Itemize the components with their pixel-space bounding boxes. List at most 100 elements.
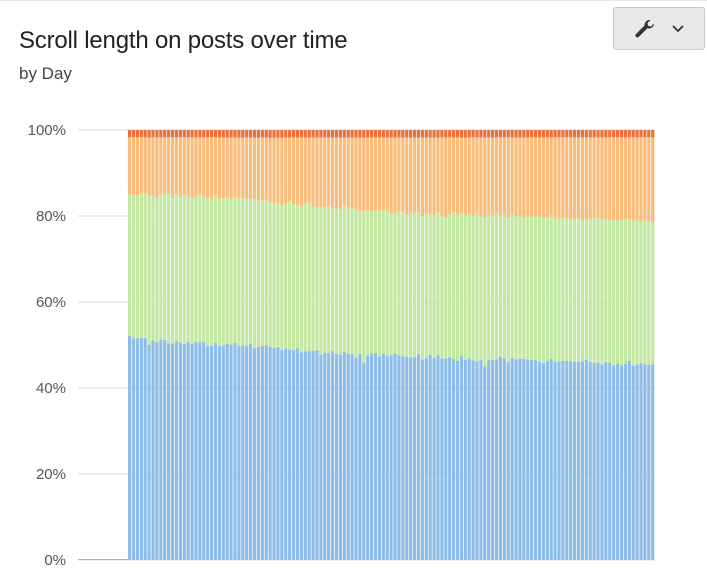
bar-segment[interactable] [397,130,401,138]
bar-segment[interactable] [432,357,436,560]
bar-segment[interactable] [432,130,436,138]
bar-segment[interactable] [178,342,182,560]
bar-segment[interactable] [186,197,190,342]
bar-segment[interactable] [147,130,151,138]
bar-segment[interactable] [455,137,460,215]
bar-segment[interactable] [334,208,339,354]
bar-segment[interactable] [502,137,506,215]
bar-segment[interactable] [608,137,612,221]
bar-segment[interactable] [174,194,179,342]
bar-segment[interactable] [557,218,561,362]
bar-segment[interactable] [209,130,214,138]
bar-segment[interactable] [272,202,276,348]
bar-segment[interactable] [565,137,569,219]
bar-segment[interactable] [159,194,163,340]
bar-segment[interactable] [432,137,436,216]
bar-segment[interactable] [518,130,522,138]
bar-segment[interactable] [412,212,417,358]
bar-segment[interactable] [557,361,561,560]
bar-segment[interactable] [198,342,202,560]
bar-segment[interactable] [358,137,362,212]
bar-segment[interactable] [128,137,132,195]
bar-segment[interactable] [588,219,592,362]
bar-segment[interactable] [502,214,506,359]
bar-segment[interactable] [323,137,327,208]
bar-segment[interactable] [393,130,397,138]
bar-segment[interactable] [619,130,624,138]
bar-segment[interactable] [143,130,147,138]
bar-segment[interactable] [381,209,385,354]
bar-segment[interactable] [389,137,393,214]
bar-segment[interactable] [631,365,635,560]
bar-segment[interactable] [549,137,553,216]
bar-segment[interactable] [225,137,229,198]
bar-segment[interactable] [174,341,179,560]
bar-segment[interactable] [627,360,631,560]
bar-segment[interactable] [514,137,518,217]
bar-segment[interactable] [631,220,635,366]
bar-segment[interactable] [533,130,538,138]
bar-segment[interactable] [537,137,542,217]
bar-segment[interactable] [608,130,612,138]
bar-segment[interactable] [409,213,413,358]
bar-segment[interactable] [303,137,307,204]
chart-settings-button[interactable] [613,7,705,50]
bar-segment[interactable] [452,358,456,560]
bar-segment[interactable] [444,130,448,138]
bar-segment[interactable] [213,195,218,343]
bar-segment[interactable] [260,130,264,138]
bar-segment[interactable] [526,137,530,216]
bar-segment[interactable] [229,137,233,200]
bar-segment[interactable] [623,363,627,560]
bar-segment[interactable] [362,362,366,560]
bar-segment[interactable] [373,130,378,138]
bar-segment[interactable] [135,130,140,138]
bar-segment[interactable] [416,137,421,212]
bar-segment[interactable] [370,353,374,560]
bar-segment[interactable] [588,361,592,560]
bar-segment[interactable] [139,193,143,338]
bar-segment[interactable] [459,137,464,214]
bar-segment[interactable] [303,351,307,560]
bar-segment[interactable] [416,130,421,138]
bar-segment[interactable] [280,137,284,206]
bar-segment[interactable] [537,361,542,560]
bar-segment[interactable] [260,200,264,347]
bar-segment[interactable] [334,130,339,138]
bar-segment[interactable] [526,130,530,138]
bar-segment[interactable] [143,137,147,194]
bar-segment[interactable] [268,346,272,560]
bar-segment[interactable] [475,137,479,215]
bar-segment[interactable] [549,130,553,138]
bar-segment[interactable] [167,343,171,560]
bar-segment[interactable] [330,351,335,560]
bar-segment[interactable] [530,130,534,138]
bar-segment[interactable] [167,193,171,344]
bar-segment[interactable] [256,130,261,138]
bar-segment[interactable] [635,220,639,365]
bar-segment[interactable] [350,130,354,138]
bar-segment[interactable] [209,199,214,346]
bar-segment[interactable] [186,130,190,138]
bar-segment[interactable] [131,137,136,196]
bar-segment[interactable] [221,137,225,198]
bar-segment[interactable] [194,130,198,138]
bar-segment[interactable] [604,362,608,560]
bar-segment[interactable] [518,358,522,560]
bar-segment[interactable] [385,137,389,211]
bar-segment[interactable] [424,137,428,214]
bar-segment[interactable] [366,210,370,356]
bar-segment[interactable] [225,130,229,138]
bar-segment[interactable] [241,345,245,560]
bar-segment[interactable] [373,209,378,353]
bar-segment[interactable] [549,215,553,359]
bar-segment[interactable] [128,194,132,336]
bar-segment[interactable] [198,130,202,138]
bar-segment[interactable] [533,137,538,216]
bar-segment[interactable] [307,351,311,560]
bar-segment[interactable] [651,364,655,560]
bar-segment[interactable] [428,214,432,355]
bar-segment[interactable] [249,137,253,200]
bar-segment[interactable] [459,130,464,138]
bar-segment[interactable] [202,137,206,197]
